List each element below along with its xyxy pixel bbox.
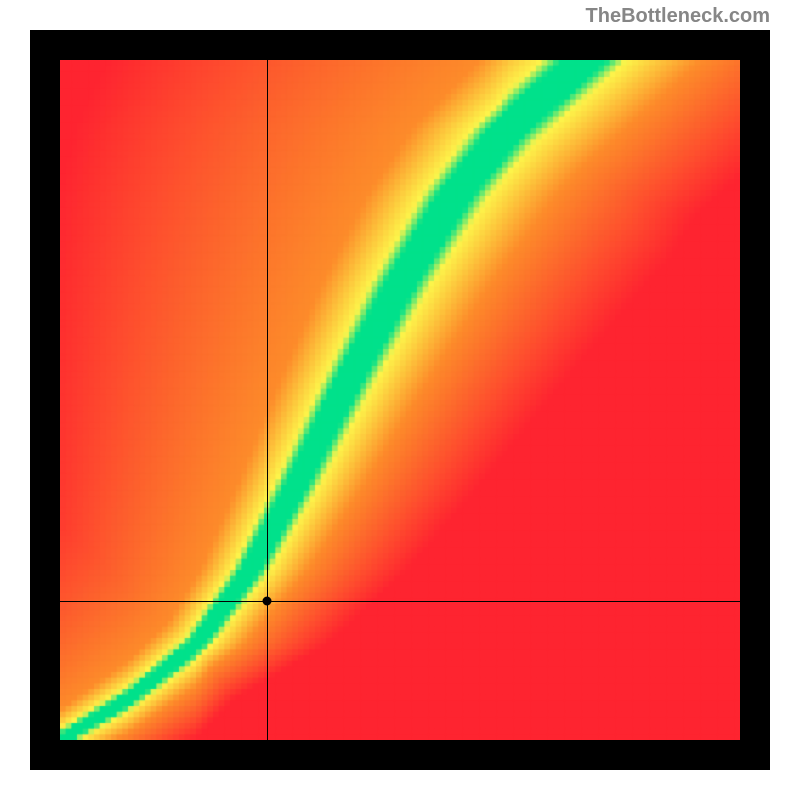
chart-container: TheBottleneck.com xyxy=(0,0,800,800)
crosshair-horizontal xyxy=(60,601,740,602)
chart-frame xyxy=(30,30,770,770)
crosshair-vertical xyxy=(267,60,268,740)
crosshair-marker xyxy=(263,596,272,605)
heatmap-canvas xyxy=(60,60,740,740)
attribution-label: TheBottleneck.com xyxy=(586,5,770,28)
plot-area xyxy=(60,60,740,740)
